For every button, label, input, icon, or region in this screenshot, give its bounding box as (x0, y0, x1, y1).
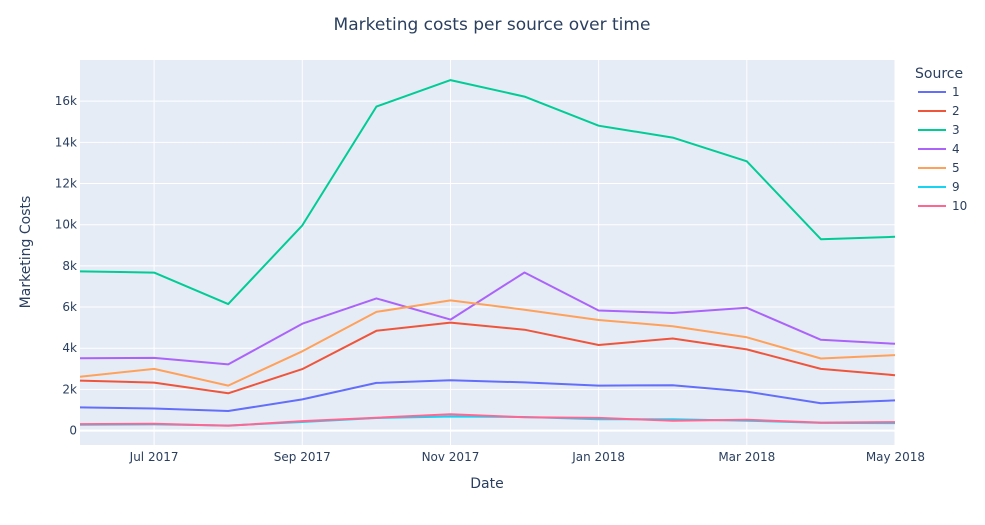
legend-item-10[interactable]: 10 (918, 199, 967, 213)
x-tick-label: Nov 2017 (422, 450, 480, 464)
legend-label: 4 (952, 142, 960, 156)
plot-background (80, 60, 895, 445)
y-tick-label: 8k (62, 259, 77, 273)
series-line-4 (79, 271, 896, 366)
y-tick-label: 4k (62, 341, 77, 355)
series-line-5 (79, 299, 896, 387)
series-line-1 (79, 379, 896, 412)
legend-label: 3 (952, 123, 960, 137)
legend-label: 5 (952, 161, 960, 175)
y-tick-label: 10k (55, 218, 77, 232)
legend-item-2[interactable]: 2 (918, 104, 960, 118)
y-axis-title: Marketing Costs (18, 196, 34, 309)
x-tick-label: May 2018 (866, 450, 925, 464)
series-lines (79, 79, 896, 427)
legend-label: 2 (952, 104, 960, 118)
gridlines (80, 60, 896, 445)
series-line-3 (79, 79, 896, 306)
x-tick-label: Jul 2017 (129, 450, 179, 464)
chart-title: Marketing costs per source over time (334, 15, 651, 35)
x-tick-label: Mar 2018 (718, 450, 775, 464)
y-tick-label: 14k (55, 135, 77, 149)
legend-label: 10 (952, 199, 967, 213)
x-tick-label: Sep 2017 (274, 450, 331, 464)
legend-item-3[interactable]: 3 (918, 123, 960, 137)
legend-title: Source (915, 66, 963, 82)
legend-label: 9 (952, 180, 960, 194)
y-tick-label: 12k (55, 177, 77, 191)
y-tick-label: 16k (55, 94, 77, 108)
x-tick-labels: Jul 2017 Sep 2017 Nov 2017 Jan 2018 Mar 2018… (129, 450, 925, 464)
y-tick-labels: 0 2k 4k 6k 8k 10k 12k 14k 16k (55, 94, 77, 437)
legend[interactable]: Source 1 2 3 4 5 9 10 (915, 66, 967, 213)
legend-label: 1 (952, 85, 960, 99)
legend-item-1[interactable]: 1 (918, 85, 960, 99)
x-tick-label: Jan 2018 (571, 450, 625, 464)
legend-item-4[interactable]: 4 (918, 142, 960, 156)
legend-item-5[interactable]: 5 (918, 161, 960, 175)
y-tick-label: 2k (62, 382, 77, 396)
series-line-10 (79, 413, 896, 427)
x-axis-title: Date (470, 476, 503, 492)
legend-item-9[interactable]: 9 (918, 180, 960, 194)
y-tick-label: 0 (69, 424, 77, 438)
y-tick-label: 6k (62, 300, 77, 314)
series-line-2 (79, 321, 896, 395)
